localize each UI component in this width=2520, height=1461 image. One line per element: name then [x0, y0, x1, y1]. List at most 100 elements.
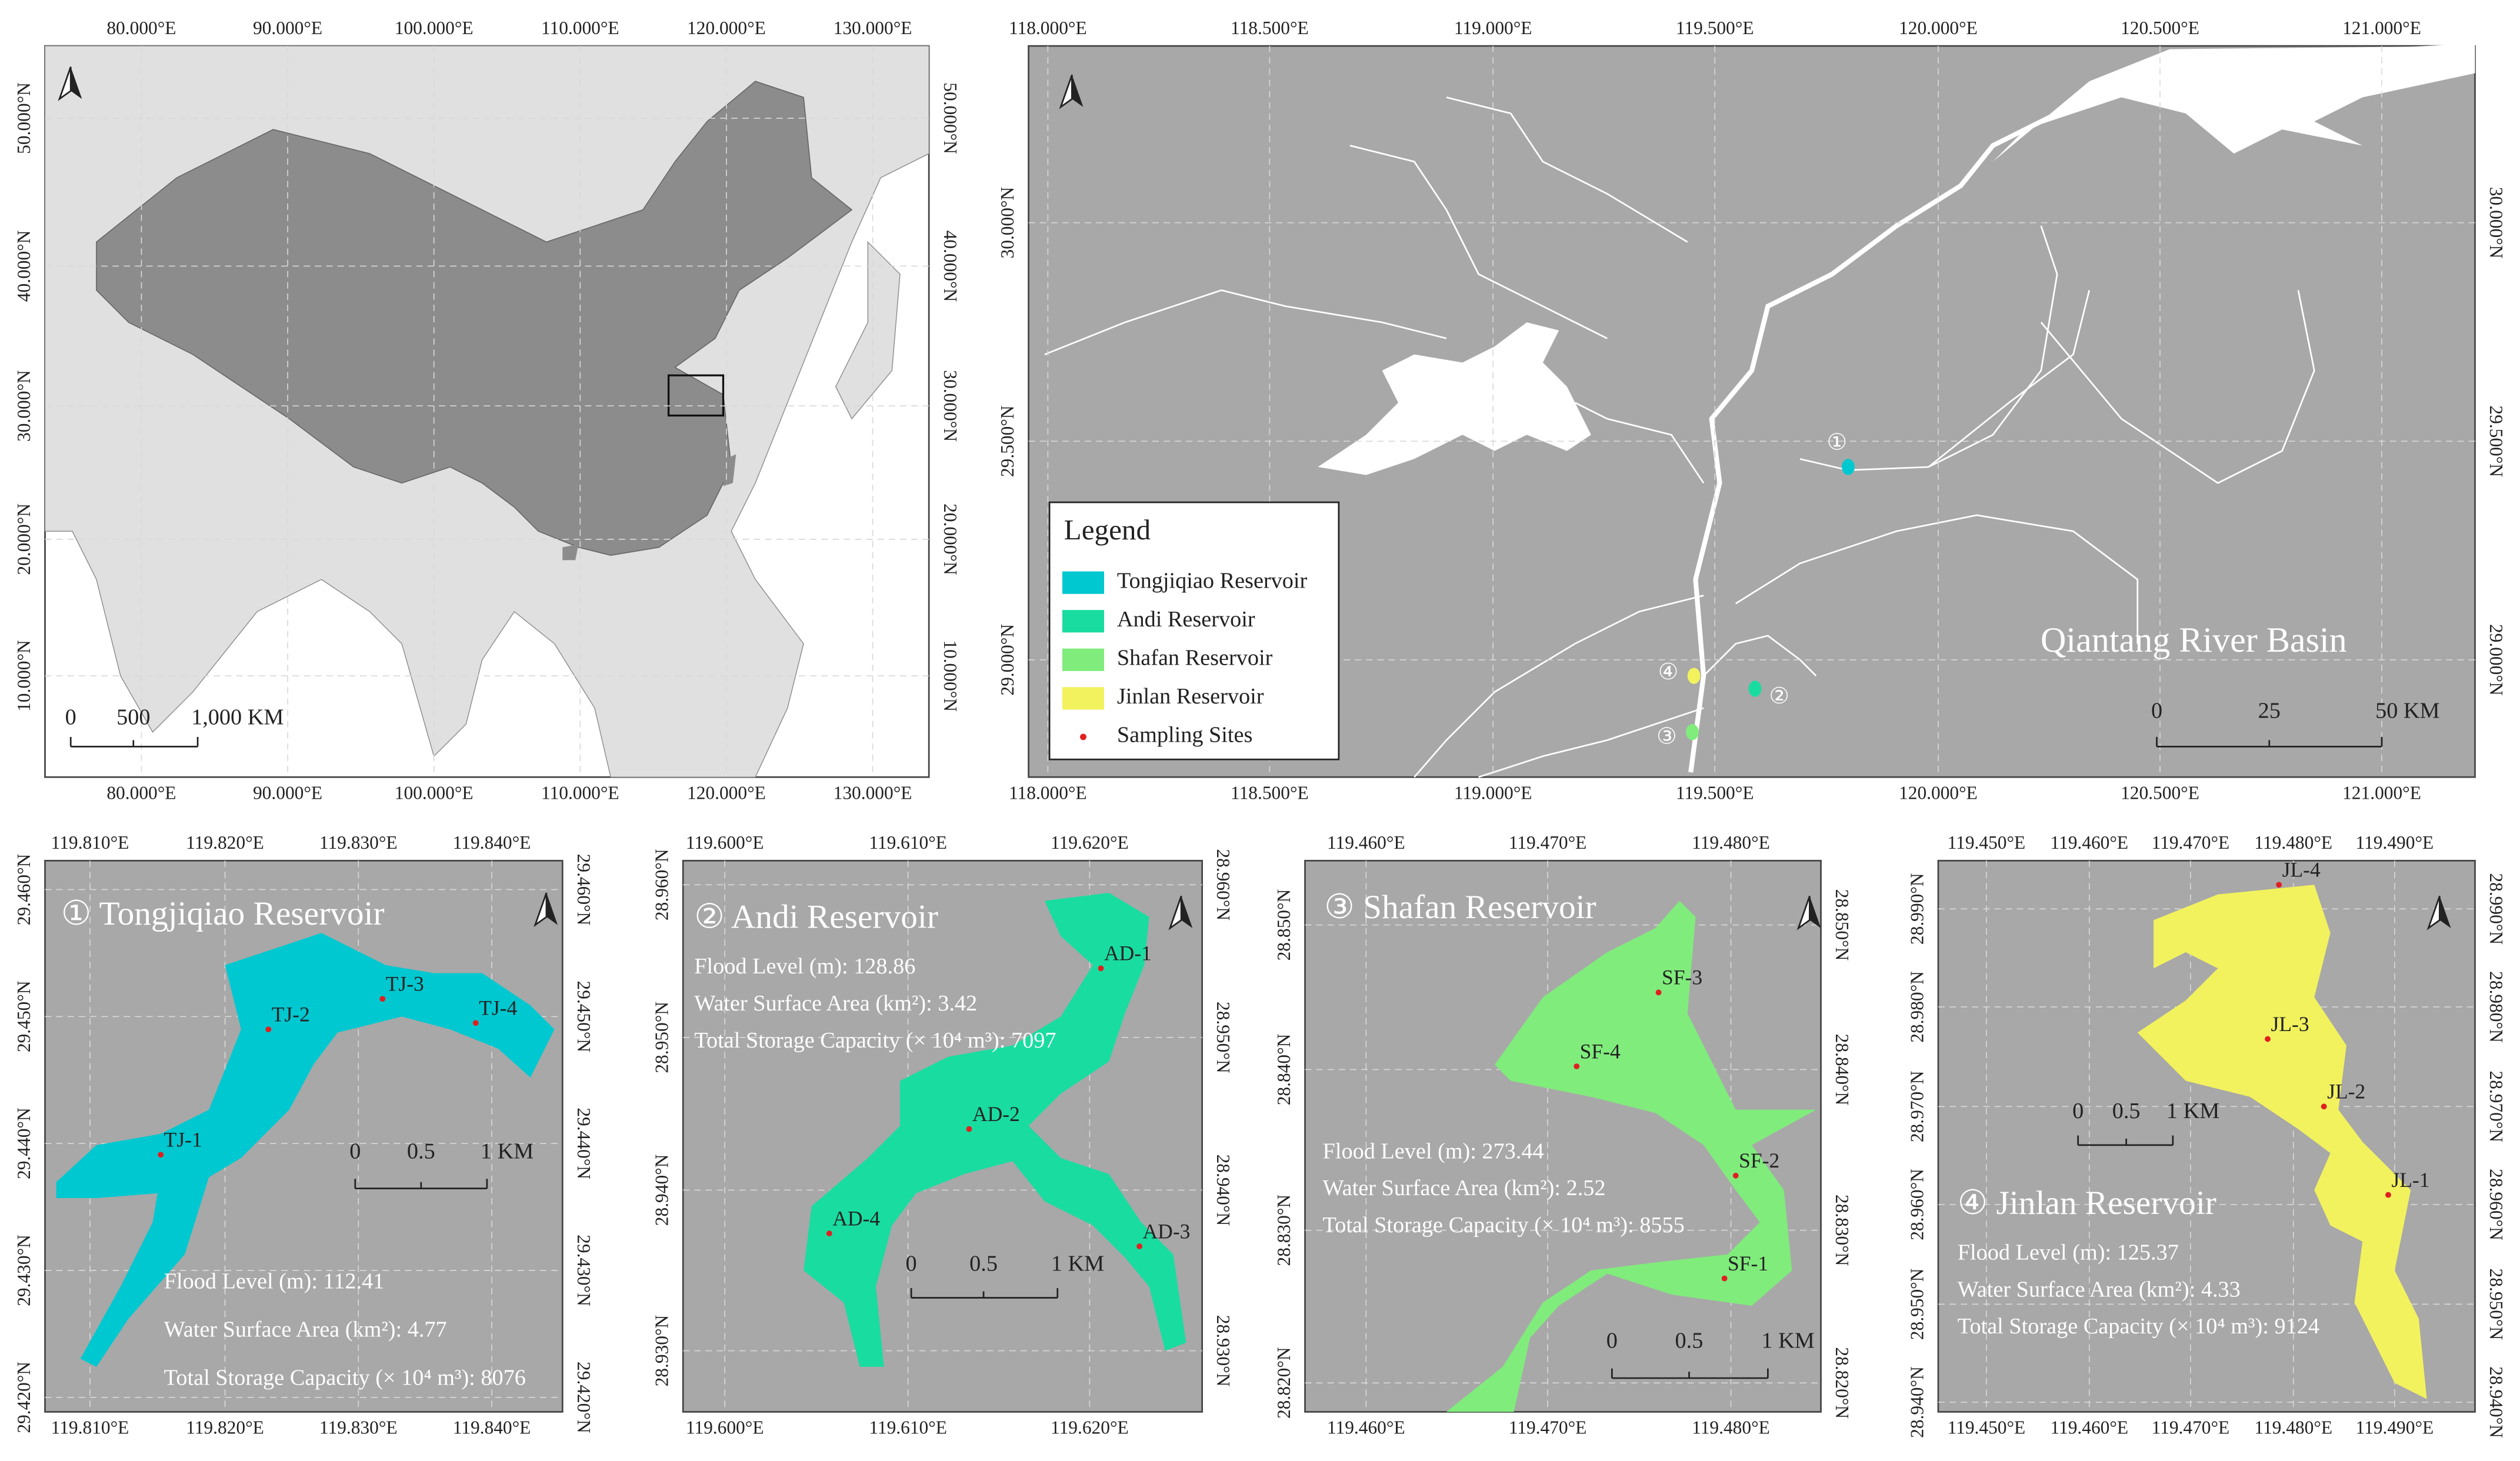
site-label: JL-3 — [2271, 1012, 2309, 1036]
scale-bar-label: 0.5 — [407, 1139, 435, 1163]
panel-title: ④ Jinlan Reservoir — [1958, 1185, 2216, 1222]
legend-label: Sampling Sites — [1117, 723, 1253, 748]
scale-bar-label: 500 — [116, 705, 150, 730]
x-tick-label: 110.000°E — [541, 782, 619, 803]
x-tick-label: 119.600°E — [686, 1417, 764, 1438]
sampling-site — [1098, 965, 1104, 972]
legend-swatch — [1062, 571, 1104, 594]
land — [835, 241, 901, 420]
site-label: AD-1 — [1104, 942, 1152, 965]
legend-label: Jinlan Reservoir — [1117, 684, 1264, 709]
y-tick-label: 29.460°N — [574, 854, 594, 926]
y-tick-label: 28.960°N — [652, 849, 672, 920]
y-tick-label: 20.000°N — [14, 503, 34, 575]
reservoir-shape — [804, 892, 1186, 1367]
scale-bar-label: 0 — [906, 1252, 917, 1276]
x-tick-label: 119.000°E — [1454, 18, 1532, 38]
x-tick-label: 119.810°E — [51, 832, 129, 853]
x-tick-label: 119.830°E — [319, 1417, 398, 1438]
scale-bar-label: 50 KM — [2375, 699, 2439, 723]
x-tick-label: 119.610°E — [869, 832, 947, 853]
scale-bar-label: 0 — [1606, 1329, 1618, 1353]
reservoir-location — [1686, 724, 1699, 740]
scale-bar-label: 0 — [65, 705, 76, 730]
x-tick-label: 119.620°E — [1051, 832, 1129, 853]
info-text: Water Surface Area (km²): 4.77 — [164, 1317, 447, 1342]
y-tick-label: 10.000°N — [940, 640, 961, 712]
x-tick-label: 120.000°E — [1899, 782, 1978, 803]
x-tick-label: 119.490°E — [2356, 1417, 2434, 1438]
legend-title: Legend — [1064, 513, 1151, 546]
info-text: Total Storage Capacity (× 10⁴ m³): 8076 — [164, 1366, 526, 1390]
x-tick-label: 80.000°E — [106, 18, 176, 38]
y-tick-label: 30.000°N — [997, 187, 1018, 259]
y-tick-label: 28.970°N — [2486, 1071, 2506, 1143]
y-tick-label: 28.970°N — [1906, 1071, 1927, 1143]
sampling-site — [2385, 1192, 2391, 1198]
x-tick-label: 119.480°E — [2254, 832, 2332, 853]
site-label: TJ-2 — [272, 1002, 310, 1026]
reservoir-marker: ③ — [1656, 724, 1676, 749]
x-tick-label: 100.000°E — [395, 18, 474, 38]
site-label: JL-4 — [2282, 858, 2321, 882]
y-tick-label: 28.820°N — [1274, 1347, 1294, 1419]
site-label: AD-3 — [1143, 1219, 1191, 1243]
sampling-site — [379, 996, 386, 1002]
hainan — [562, 544, 579, 561]
legend-swatch — [1062, 648, 1104, 671]
info-text: Flood Level (m): 128.86 — [694, 954, 915, 979]
panel-title: ① Tongjiqiao Reservoir — [61, 895, 385, 932]
y-tick-label: 29.440°N — [14, 1108, 34, 1179]
info-text: Water Surface Area (km²): 2.52 — [1323, 1176, 1606, 1200]
scale-bar-label: 25 — [2258, 699, 2281, 723]
legend-label: Andi Reservoir — [1117, 607, 1255, 632]
x-tick-label: 119.470°E — [1509, 832, 1587, 853]
x-tick-label: 119.620°E — [1051, 1417, 1129, 1438]
scale-bar-label: 0 — [349, 1139, 361, 1163]
x-tick-label: 119.840°E — [453, 1417, 531, 1438]
sampling-site — [826, 1230, 832, 1237]
x-tick-label: 80.000°E — [106, 782, 176, 803]
reservoir-shape — [1446, 900, 1816, 1412]
info-text: Water Surface Area (km²): 3.42 — [694, 991, 977, 1016]
sampling-site — [2276, 882, 2282, 888]
y-tick-label: 10.000°N — [14, 640, 34, 712]
y-tick-label: 28.950°N — [1213, 1002, 1234, 1073]
info-text: Flood Level (m): 112.41 — [164, 1269, 385, 1294]
reservoir-location — [1748, 681, 1762, 697]
x-tick-label: 119.480°E — [1692, 832, 1770, 853]
site-label: AD-2 — [972, 1102, 1020, 1126]
y-tick-label: 28.950°N — [652, 1002, 672, 1073]
sampling-site — [1574, 1063, 1580, 1069]
y-tick-label: 28.930°N — [652, 1315, 672, 1387]
y-tick-label: 28.990°N — [2486, 873, 2506, 945]
y-tick-label: 30.000°N — [14, 370, 34, 442]
site-label: SF-3 — [1662, 966, 1702, 989]
y-tick-label: 28.960°N — [1213, 849, 1234, 920]
sampling-site — [1721, 1275, 1728, 1282]
x-tick-label: 120.000°E — [1899, 18, 1978, 38]
site-label: AD-4 — [832, 1206, 880, 1230]
x-tick-label: 130.000°E — [834, 18, 912, 38]
reservoir-location — [1842, 459, 1855, 475]
info-text: Total Storage Capacity (× 10⁴ m³): 9124 — [1958, 1314, 2319, 1339]
y-tick-label: 29.450°N — [574, 981, 594, 1053]
y-tick-label: 28.940°N — [1906, 1366, 1927, 1438]
scale-bar-label: 0 — [2072, 1099, 2084, 1123]
x-tick-label: 119.470°E — [1509, 1417, 1587, 1438]
x-tick-label: 119.600°E — [686, 832, 764, 853]
x-tick-label: 118.500°E — [1231, 782, 1309, 803]
legend-swatch — [1062, 610, 1104, 633]
y-tick-label: 28.820°N — [1832, 1347, 1852, 1419]
x-tick-label: 119.450°E — [1948, 832, 2026, 853]
y-tick-label: 28.840°N — [1274, 1034, 1294, 1106]
scale-bar-label: 0.5 — [969, 1252, 998, 1276]
y-tick-label: 50.000°N — [14, 82, 34, 154]
x-tick-label: 119.470°E — [2152, 832, 2230, 853]
scale-bar-label: 1,000 KM — [191, 705, 284, 730]
x-tick-label: 100.000°E — [395, 782, 474, 803]
legend-swatch — [1062, 687, 1104, 710]
x-tick-label: 119.480°E — [2254, 1417, 2332, 1438]
